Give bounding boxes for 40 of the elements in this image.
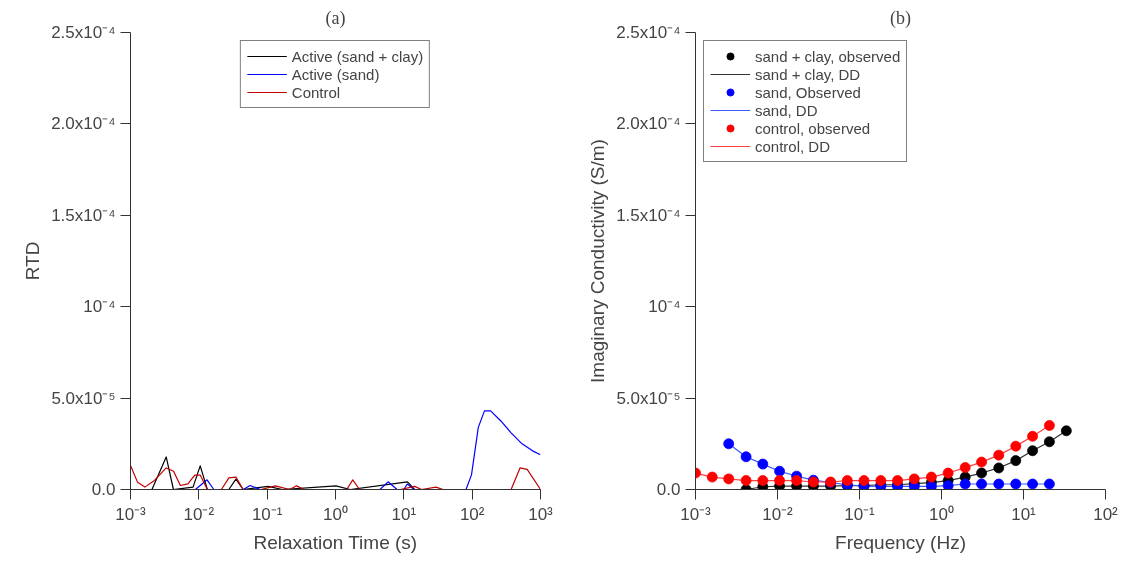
y-tick-label: 0.0 <box>91 480 116 499</box>
legend-label: control, DD <box>755 137 831 155</box>
legend-label: sand, Observed <box>755 83 861 101</box>
x-tick-label: 10³ <box>528 504 554 524</box>
chart-title: (b) <box>890 7 912 29</box>
x-tick-label: 10⁻² <box>762 504 794 524</box>
x-axis-title: Frequency (Hz) <box>835 531 966 553</box>
y-axis-title: Imaginary Conductivity (S/m) <box>587 139 609 383</box>
x-axis-title: Relaxation Time (s) <box>253 531 418 553</box>
legend-label: sand, DD <box>755 101 818 119</box>
y-tick-label: 2.0x10⁻⁴ <box>51 114 116 134</box>
x-tick-label: 10² <box>459 504 485 524</box>
x-tick-label: 10⁰ <box>323 504 348 524</box>
y-tick-label: 2.5x10⁻⁴ <box>616 23 681 42</box>
legend-label: Control <box>291 83 341 101</box>
y-tick-label: 10⁻⁴ <box>648 297 681 317</box>
x-tick-label: 10¹ <box>391 504 417 524</box>
legend-label: Active (sand) <box>291 65 380 83</box>
y-tick-label: 10⁻⁴ <box>83 297 116 317</box>
y-tick-label: 2.0x10⁻⁴ <box>616 114 681 134</box>
y-tick-label: 5.0x10⁻⁵ <box>616 388 681 408</box>
x-tick-label: 10⁻³ <box>115 504 147 524</box>
chart-title: (a) <box>325 7 346 29</box>
y-tick-label: 5.0x10⁻⁵ <box>51 388 116 408</box>
x-tick-label: 10² <box>1093 504 1119 524</box>
legend-label: sand + clay, DD <box>755 65 861 83</box>
y-tick-label: 1.5x10⁻⁴ <box>616 205 681 225</box>
legend-label: sand + clay, observed <box>755 47 901 65</box>
legend-label: Active (sand + clay) <box>291 47 424 65</box>
x-tick-label: 10⁰ <box>929 504 954 524</box>
x-tick-label: 10⁻³ <box>680 504 712 524</box>
y-axis-title: RTD <box>22 241 44 281</box>
y-tick-label: 2.5x10⁻⁴ <box>51 23 116 42</box>
x-tick-label: 10¹ <box>1011 504 1037 524</box>
legend-label: control, observed <box>755 119 871 137</box>
y-tick-label: 1.5x10⁻⁴ <box>51 205 116 225</box>
x-tick-label: 10⁻¹ <box>251 504 283 524</box>
y-tick-label: 0.0 <box>656 480 681 499</box>
x-tick-label: 10⁻² <box>183 504 215 524</box>
x-tick-label: 10⁻¹ <box>844 504 876 524</box>
